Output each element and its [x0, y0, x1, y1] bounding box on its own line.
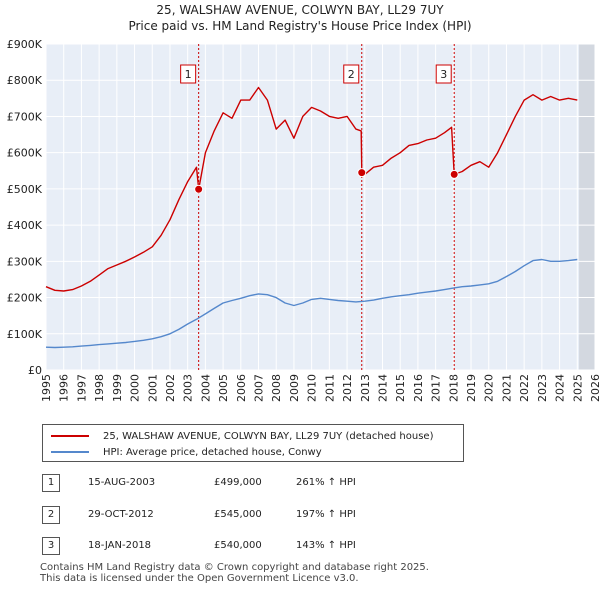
y-tick-label: £500K — [7, 183, 43, 196]
row-hpi: 197% ↑ HPI — [296, 509, 356, 520]
x-tick-label: 2025 — [571, 374, 584, 402]
row-number: 1 — [42, 474, 60, 492]
x-tick-label: 2021 — [500, 374, 513, 402]
y-tick-label: £600K — [7, 147, 43, 160]
x-tick-label: 2008 — [270, 374, 283, 402]
plot-area — [46, 44, 595, 370]
x-tick-label: 2015 — [394, 374, 407, 402]
y-tick-label: £0 — [28, 364, 42, 377]
x-tick-label: 2005 — [217, 374, 230, 402]
row-price: £540,000 — [214, 540, 262, 551]
x-tick-label: 2004 — [199, 374, 212, 402]
sale-point — [357, 168, 367, 178]
x-tick-label: 2007 — [253, 374, 266, 402]
x-tick-label: 1995 — [40, 374, 53, 402]
x-tick-label: 1999 — [111, 374, 124, 402]
row-hpi: 261% ↑ HPI — [296, 477, 356, 488]
y-tick-label: £200K — [7, 292, 43, 305]
sale-point — [194, 184, 204, 194]
row-price: £499,000 — [214, 477, 262, 488]
x-tick-label: 2018 — [447, 374, 460, 402]
y-tick-label: £800K — [7, 74, 43, 87]
x-tick-label: 2026 — [589, 374, 600, 402]
y-tick-label: £700K — [7, 110, 43, 123]
x-tick-label: 1996 — [58, 374, 71, 402]
legend-swatch-property — [51, 435, 89, 437]
x-tick-label: 2001 — [146, 374, 159, 402]
legend-label-property: 25, WALSHAW AVENUE, COLWYN BAY, LL29 7UY… — [103, 430, 434, 442]
x-tick-label: 2010 — [306, 374, 319, 402]
series-line-hpi — [45, 258, 578, 349]
y-tick-label: £100K — [7, 328, 43, 341]
price-chart: £0 £100K £200K £300K £400K £500K £600K £700K £80… — [7, 38, 600, 402]
x-tick-label: 2014 — [376, 374, 389, 402]
x-tick-label: 2006 — [235, 374, 248, 402]
legend-item-property: 25, WALSHAW AVENUE, COLWYN BAY, LL29 7UY… — [51, 429, 434, 443]
sale-marker-label: 2 — [348, 68, 355, 81]
row-date: 18-JAN-2018 — [88, 540, 152, 551]
legend-item-hpi: HPI: Average price, detached house, Conw… — [51, 445, 322, 459]
y-tick-label: £400K — [7, 219, 43, 232]
footer: Contains HM Land Registry data © Crown c… — [40, 562, 429, 584]
chart-subtitle: Price paid vs. HM Land Registry's House … — [128, 19, 472, 33]
x-tick-label: 2002 — [164, 374, 177, 402]
footer-line-2: This data is licensed under the Open Gov… — [40, 573, 359, 584]
row-number: 2 — [42, 506, 60, 524]
y-tick-label: £900K — [7, 38, 43, 51]
row-price: £545,000 — [214, 509, 262, 520]
series-line-property — [45, 86, 578, 292]
sale-marker-box — [180, 64, 197, 84]
x-tick-label: 2023 — [536, 374, 549, 402]
sale-marker-box — [435, 64, 452, 84]
x-tick-label: 1997 — [75, 374, 88, 402]
y-tick-label: £300K — [7, 255, 43, 268]
x-tick-label: 2022 — [518, 374, 531, 402]
sale-marker-box — [343, 64, 360, 84]
legend: 25, WALSHAW AVENUE, COLWYN BAY, LL29 7UY… — [42, 424, 464, 462]
x-tick-label: 2020 — [483, 374, 496, 402]
x-tick-label: 2000 — [129, 374, 142, 402]
sale-marker-label: 3 — [440, 68, 447, 81]
x-tick-label: 2003 — [182, 374, 195, 402]
sale-point — [449, 169, 459, 179]
x-tick-label: 2013 — [359, 374, 372, 402]
legend-swatch-hpi — [51, 451, 89, 453]
x-tick-label: 2019 — [465, 374, 478, 402]
row-hpi: 143% ↑ HPI — [296, 540, 356, 551]
forecast-shade — [579, 44, 595, 370]
footer-line-1: Contains HM Land Registry data © Crown c… — [40, 562, 429, 573]
chart-title: 25, WALSHAW AVENUE, COLWYN BAY, LL29 7UY — [156, 3, 444, 17]
sale-marker-label: 1 — [185, 68, 192, 81]
row-date: 15-AUG-2003 — [88, 477, 156, 488]
row-number: 3 — [42, 537, 60, 555]
row-date: 29-OCT-2012 — [88, 509, 154, 520]
legend-label-hpi: HPI: Average price, detached house, Conw… — [103, 446, 322, 458]
x-tick-label: 2024 — [554, 374, 567, 402]
x-tick-label: 2009 — [288, 374, 301, 402]
x-tick-label: 2011 — [323, 374, 336, 402]
x-tick-label: 2012 — [341, 374, 354, 402]
x-tick-label: 1998 — [93, 374, 106, 402]
x-tick-label: 2017 — [430, 374, 443, 402]
x-tick-label: 2016 — [412, 374, 425, 402]
